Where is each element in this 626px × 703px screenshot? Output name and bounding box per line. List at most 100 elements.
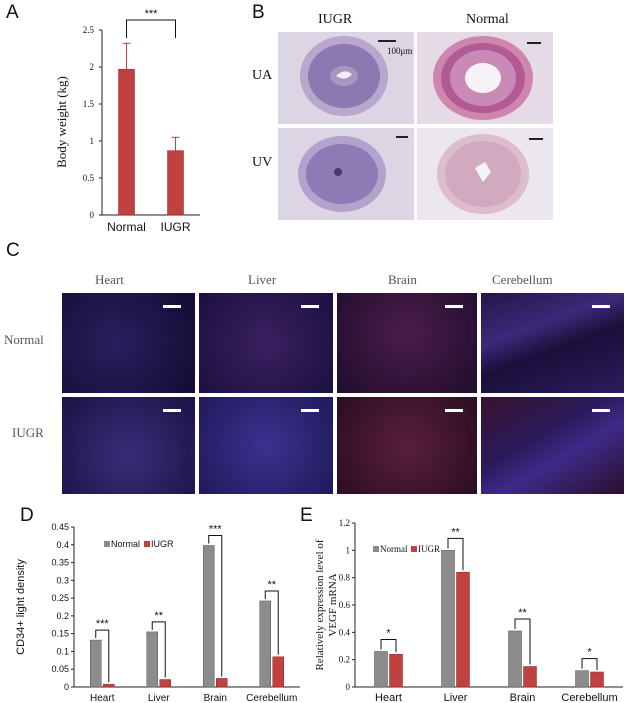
legend-swatch-normal	[104, 541, 110, 547]
scale-bar	[163, 409, 181, 412]
row-label-iugr: IUGR	[12, 425, 44, 440]
significance-bracket	[126, 19, 176, 38]
legend-swatch-iugr	[144, 541, 150, 547]
y-tick-label: 0.6	[339, 600, 351, 610]
col-label-cerebellum: Cerebellum	[492, 272, 553, 287]
y-tick-label: 0.8	[339, 573, 351, 583]
histology-uv-normal	[417, 128, 553, 220]
bar-iugr	[523, 666, 537, 688]
significance-bracket	[380, 638, 397, 653]
significance-label: **	[267, 579, 276, 591]
bar-iugr	[590, 671, 604, 688]
significance-label: **	[154, 610, 163, 622]
x-tick-label: Cerebellum	[561, 692, 617, 703]
significance-bracket	[151, 621, 166, 678]
fluorescence-brain-iugr	[337, 397, 477, 494]
x-tick-label: Liver	[148, 693, 170, 703]
y-tick-label: 0.2	[339, 655, 350, 665]
y-axis-label: VEGF mRNA	[327, 573, 339, 636]
panel-label-a: A	[6, 2, 19, 23]
y-tick-label: 0.05	[51, 664, 69, 674]
y-tick-label: 1	[90, 136, 95, 146]
scale-bar	[445, 305, 463, 308]
x-tick-label: Heart	[90, 693, 115, 703]
bar-iugr	[389, 653, 403, 688]
y-axis-label: CD34+ light density	[15, 559, 27, 655]
fluorescence-cerebellum-normal	[481, 293, 624, 393]
fluorescence-liver-normal	[199, 293, 333, 393]
chart-e-vegf-mrna: 0 0.2 0.4 0.6 0.8 1 1.2 Relatively expression l…	[314, 518, 623, 703]
significance-label: **	[451, 526, 460, 538]
fluorescence-heart-normal	[62, 293, 195, 393]
y-tick-label: 0.4	[339, 627, 351, 637]
bar-normal	[259, 600, 271, 688]
x-tick-label: Brain	[204, 693, 227, 703]
fluorescence-liver-iugr	[199, 397, 333, 494]
fluorescence-cerebellum-iugr	[481, 397, 624, 494]
legend-label-iugr: IUGR	[151, 539, 174, 549]
significance-label: ***	[96, 618, 110, 630]
legend-swatch-iugr	[411, 546, 417, 552]
panel-label-d: D	[20, 505, 34, 526]
bar-iugr	[159, 679, 171, 688]
bar-iugr	[272, 656, 284, 688]
significance-bracket	[581, 658, 598, 670]
y-tick-label: 0.15	[51, 629, 69, 639]
legend-label-iugr: IUGR	[418, 544, 440, 554]
significance-bracket	[447, 537, 464, 571]
y-tick-label: 0.3	[56, 575, 69, 585]
significance-bracket	[514, 618, 531, 665]
bar-normal	[441, 550, 455, 688]
panel-label-c: C	[6, 240, 20, 261]
histology-uv-iugr	[278, 128, 414, 220]
y-tick-label: 0	[346, 682, 351, 692]
histology-ua-iugr	[278, 32, 414, 124]
y-tick-label: 0.25	[51, 593, 69, 603]
scale-bar	[592, 305, 610, 308]
significance-label: *	[386, 627, 391, 639]
row-label-ua: UA	[252, 68, 273, 83]
panel-label-e: E	[300, 505, 313, 526]
row-label-uv: UV	[252, 155, 273, 170]
col-label-heart: Heart	[95, 272, 124, 287]
y-tick-label: 0.5	[83, 173, 95, 183]
significance-label: ***	[145, 8, 159, 20]
significance-bracket	[95, 629, 110, 683]
legend-label-normal: Normal	[111, 539, 140, 549]
y-tick-label: 0.35	[51, 558, 69, 568]
scale-bar	[163, 305, 181, 308]
fluorescence-heart-iugr	[62, 397, 195, 494]
bar	[167, 150, 184, 216]
histology-ua-normal	[417, 32, 553, 124]
bar-normal	[575, 670, 589, 688]
row-label-normal: Normal	[4, 332, 44, 347]
significance-label: **	[518, 607, 527, 619]
bar-normal	[90, 639, 102, 688]
col-label-brain: Brain	[388, 272, 417, 287]
x-tick-label: Normal	[107, 220, 146, 234]
bar-iugr	[456, 571, 470, 688]
scale-bar	[592, 409, 610, 412]
bar-iugr	[216, 678, 228, 688]
scale-bar	[301, 305, 319, 308]
fluorescence-brain-normal	[337, 293, 477, 393]
bar-normal	[203, 545, 215, 688]
col-label-iugr: IUGR	[318, 12, 353, 27]
y-tick-label: 2.5	[83, 25, 95, 35]
scale-bar	[301, 409, 319, 412]
legend-label-normal: Normal	[380, 544, 408, 554]
chart-d-cd34-density: 0 0.05 0.1 0.15 0.2 0.25 0.3 0.35 0.4 0.45 CD34+ l…	[15, 522, 300, 703]
significance-label: *	[587, 647, 592, 659]
bar-normal	[374, 651, 388, 688]
x-tick-label: Liver	[444, 692, 468, 703]
y-tick-label: 1	[346, 545, 351, 555]
col-label-normal: Normal	[466, 12, 509, 27]
bar-normal	[508, 630, 522, 688]
y-tick-label: 1.2	[339, 518, 350, 528]
bar-normal	[146, 631, 158, 688]
significance-label: ***	[209, 523, 223, 535]
scale-bar	[445, 409, 463, 412]
y-tick-label: 1.5	[83, 99, 95, 109]
x-tick-label: Cerebellum	[246, 693, 297, 703]
y-tick-label: 0	[90, 210, 95, 220]
